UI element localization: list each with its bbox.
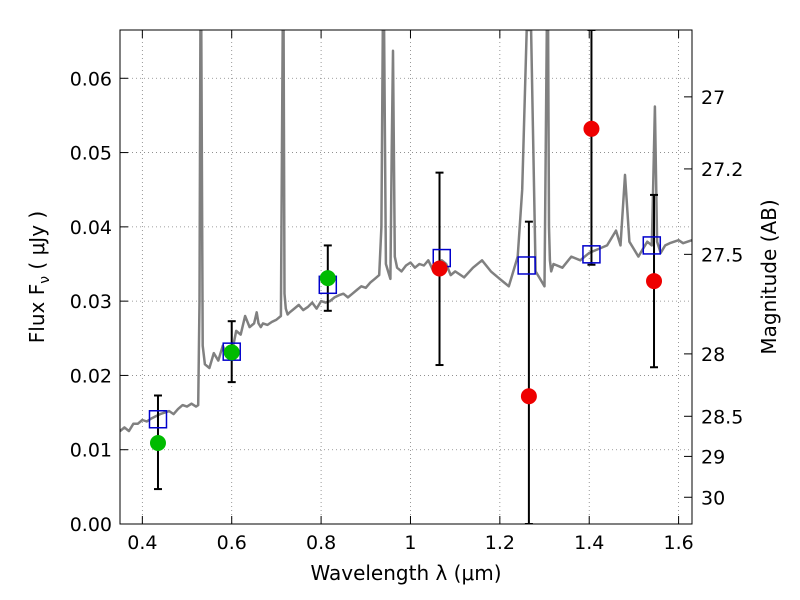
grid-lines	[120, 30, 692, 525]
y2-tick-label: 30	[701, 487, 725, 509]
y2-tick-label: 27.2	[701, 159, 743, 181]
y2-axis-ticks: 27 27.2 27.5 28 28.5 29 30	[684, 87, 743, 509]
y-tick-label: 0.03	[70, 291, 112, 313]
plot-frame	[119, 29, 693, 525]
x-tick-label: 1.2	[485, 532, 515, 554]
model-point	[517, 256, 536, 275]
spectrum-series	[120, 30, 692, 433]
y2-tick-label: 29	[701, 446, 725, 468]
x-tick-label: 0.8	[306, 532, 336, 554]
x-tick-label: 1.6	[663, 532, 693, 554]
y-axis-ticks: 0.00 0.01 0.02 0.03 0.04 0.05 0.06	[70, 68, 128, 536]
y-tick-label: 0.04	[70, 217, 112, 239]
y2-tick-label: 28.5	[701, 406, 743, 428]
x-tick-label: 1.4	[574, 532, 604, 554]
y-axis-label-subscript: ν	[37, 276, 53, 284]
y2-tick-label: 27	[701, 87, 725, 109]
model-point	[582, 245, 601, 264]
observed-point-undetected	[583, 120, 600, 137]
y-axis-label: Flux Fν ( μJy )	[25, 211, 53, 343]
error-bars	[153, 30, 659, 524]
model-markers	[148, 236, 662, 429]
y2-axis-label: Magnitude (AB)	[757, 199, 781, 354]
model-point	[642, 236, 662, 255]
y-tick-label: 0.00	[70, 514, 112, 536]
observed-point-undetected	[431, 260, 448, 277]
observed-point-detected	[319, 270, 336, 287]
y2-tick-label: 27.5	[701, 244, 743, 266]
x-tick-label: 0.4	[127, 532, 157, 554]
x-axis-label: Wavelength λ (μm)	[310, 561, 501, 585]
y-tick-label: 0.01	[70, 440, 112, 462]
observed-point-detected	[223, 344, 240, 361]
x-tick-label: 0.6	[217, 532, 247, 554]
model-point	[148, 410, 168, 429]
observed-point-detected	[149, 435, 166, 452]
y-axis-label-main: Flux F	[25, 284, 49, 343]
y-tick-label: 0.05	[70, 143, 112, 165]
y2-tick-label: 28	[701, 344, 725, 366]
spectrum-line	[120, 30, 692, 433]
observed-point-undetected	[520, 388, 537, 405]
observed-point-undetected	[646, 273, 663, 290]
y-tick-label: 0.02	[70, 365, 112, 387]
observed-markers	[149, 120, 663, 452]
x-tick-label: 1	[404, 532, 416, 554]
x-axis-ticks: 0.4 0.6 0.8 1 1.2 1.4 1.6	[127, 30, 694, 554]
y-axis-label-unit: ( μJy )	[25, 211, 49, 276]
y-tick-label: 0.06	[70, 68, 112, 90]
